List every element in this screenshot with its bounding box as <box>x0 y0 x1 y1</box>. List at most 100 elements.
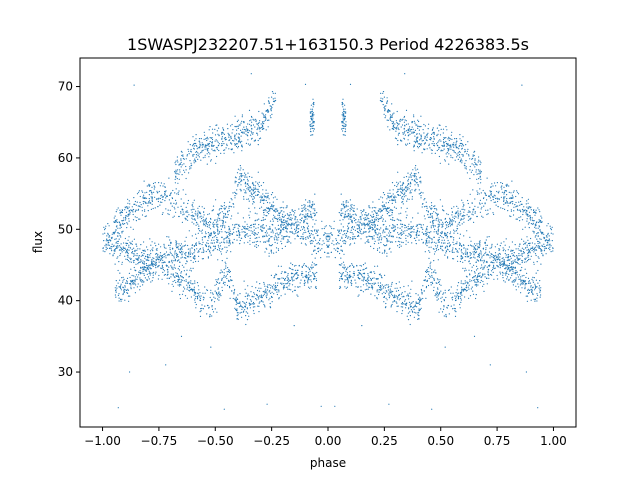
data-point <box>126 280 128 282</box>
data-point <box>295 264 297 267</box>
data-point <box>154 186 156 188</box>
data-point <box>400 293 402 295</box>
data-point <box>352 233 354 235</box>
data-point <box>247 172 249 174</box>
data-point <box>479 245 481 247</box>
data-point <box>528 211 531 213</box>
data-point <box>425 201 427 203</box>
data-point <box>436 209 438 211</box>
data-point <box>340 208 342 210</box>
data-point <box>151 200 153 202</box>
data-point <box>290 276 293 278</box>
data-point <box>512 255 514 257</box>
data-point <box>165 197 167 199</box>
data-point <box>145 201 147 203</box>
data-point <box>468 210 470 212</box>
data-point <box>223 238 225 240</box>
data-point <box>348 276 350 278</box>
data-point <box>271 296 273 298</box>
data-point <box>533 277 535 279</box>
data-point <box>308 210 310 212</box>
data-point <box>507 265 509 267</box>
data-point <box>344 279 346 281</box>
data-point <box>186 215 188 217</box>
data-point <box>234 288 236 291</box>
data-point <box>493 201 495 203</box>
data-point <box>226 246 228 248</box>
data-point <box>173 206 175 208</box>
data-point <box>464 209 466 211</box>
data-point <box>380 275 382 277</box>
data-point <box>430 227 432 229</box>
data-point <box>210 247 212 249</box>
data-point <box>222 224 224 226</box>
data-point <box>135 243 137 246</box>
data-point <box>278 289 280 291</box>
data-point <box>350 220 353 222</box>
data-point <box>376 212 378 214</box>
data-point <box>502 265 504 267</box>
data-point <box>510 210 512 212</box>
data-point <box>274 209 276 211</box>
data-point <box>513 210 515 212</box>
data-point <box>342 203 344 205</box>
data-point <box>464 296 466 298</box>
data-point <box>494 195 496 197</box>
data-point <box>395 201 397 203</box>
data-point <box>459 224 461 226</box>
data-point <box>228 271 231 273</box>
data-point <box>278 228 280 230</box>
data-point <box>239 225 241 227</box>
data-point <box>532 223 534 225</box>
data-point <box>430 242 432 244</box>
data-point <box>181 253 183 255</box>
data-point <box>374 225 376 227</box>
data-point <box>296 219 298 221</box>
data-point <box>422 241 424 243</box>
data-point <box>422 224 424 226</box>
data-point <box>431 272 433 274</box>
data-point <box>120 298 122 300</box>
data-point <box>454 308 456 310</box>
data-point <box>117 227 119 229</box>
data-point <box>316 234 318 237</box>
data-point <box>217 244 219 246</box>
data-point <box>207 235 210 238</box>
data-point <box>143 262 145 264</box>
data-point <box>283 223 285 226</box>
data-point <box>160 258 162 261</box>
data-point <box>451 211 453 213</box>
data-point <box>187 219 189 221</box>
data-point <box>242 175 244 177</box>
data-point <box>543 243 545 245</box>
data-point <box>314 229 316 231</box>
data-point <box>180 284 182 286</box>
data-point <box>214 290 216 292</box>
data-point <box>485 194 487 196</box>
data-point <box>156 257 158 259</box>
data-point <box>338 243 340 245</box>
data-point <box>515 277 517 279</box>
data-point <box>206 226 208 228</box>
data-point <box>335 249 337 251</box>
data-point <box>518 258 521 260</box>
data-point <box>477 182 479 184</box>
data-point <box>508 279 510 281</box>
data-point <box>288 223 290 226</box>
data-point <box>161 201 163 203</box>
data-point <box>114 263 116 265</box>
data-point <box>248 315 250 317</box>
data-point <box>194 301 196 303</box>
data-point <box>201 237 203 239</box>
data-point <box>157 258 159 260</box>
data-point <box>274 241 276 244</box>
data-point <box>270 245 272 247</box>
data-point <box>398 237 400 239</box>
data-point <box>547 223 549 225</box>
data-point <box>367 277 369 279</box>
data-point <box>427 214 429 216</box>
data-point <box>265 295 267 297</box>
data-point <box>464 289 466 291</box>
data-point <box>157 206 159 208</box>
data-point <box>451 250 453 252</box>
